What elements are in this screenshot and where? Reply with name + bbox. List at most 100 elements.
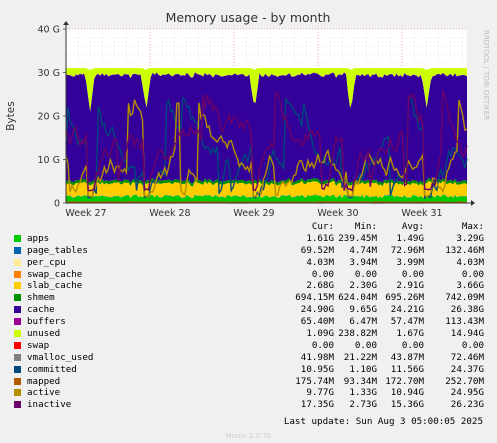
line-active <box>65 99 468 199</box>
x-tick-label: Week 27 <box>65 208 106 219</box>
legend-swatch <box>14 306 21 314</box>
legend-avg: 15.36G <box>390 399 424 411</box>
legend-row-swap: swap 0.00 0.00 0.00 0.00 <box>14 340 484 352</box>
legend-avg: 1.67G <box>396 328 424 340</box>
line-mapped <box>65 201 468 204</box>
legend-max: 0.00 <box>461 339 484 351</box>
legend-avg: 72.96M <box>390 244 424 256</box>
legend-max: 742.09M <box>445 292 484 304</box>
legend-min: 238.82M <box>338 328 377 340</box>
legend-name: vmalloc_used <box>27 351 94 363</box>
x-tick-label: Week 28 <box>149 208 190 219</box>
legend-avg: 57.47M <box>390 316 424 328</box>
legend-row-page-tables: page_tables 69.52M 4.74M 72.96M 132.46M <box>14 245 484 257</box>
line-committed <box>65 96 468 200</box>
legend-swatch <box>14 389 21 397</box>
legend-row-slab-cache: slab_cache 2.68G 2.30G 2.91G 3.66G <box>14 280 484 292</box>
legend-avg: 11.56G <box>390 363 424 375</box>
legend-swatch <box>14 294 21 302</box>
legend-header-max: Max: <box>461 221 484 232</box>
legend-min: 0.00 <box>354 339 377 351</box>
legend-swatch <box>14 234 21 242</box>
legend-name: committed <box>27 363 77 375</box>
legend-min: 2.30G <box>349 280 377 292</box>
legend-swatch <box>14 353 21 361</box>
legend-swatch <box>14 258 21 266</box>
legend-cur: 41.98M <box>300 351 334 363</box>
legend-avg: 2.91G <box>396 280 424 292</box>
legend-min: 239.45M <box>338 232 377 244</box>
munin-version: Munin 2.0.76 <box>225 432 272 440</box>
area-page-tables <box>66 194 467 199</box>
legend-header-avg: Avg: <box>401 221 424 232</box>
legend-avg: 0.00 <box>401 268 424 280</box>
legend-max: 26.23G <box>450 399 484 411</box>
y-tick-label: 0 <box>54 199 60 210</box>
legend-avg: 1.49G <box>396 232 424 244</box>
legend-max: 0.00 <box>461 268 484 280</box>
legend-name: page_tables <box>27 244 88 256</box>
legend-name: inactive <box>27 399 72 411</box>
legend-min: 4.74M <box>349 244 377 256</box>
legend-max: 24.37G <box>450 363 484 375</box>
legend-row-committed: committed 10.95G 1.10G 11.56G 24.37G <box>14 364 484 376</box>
legend-avg: 43.87M <box>390 351 424 363</box>
legend-row-mapped: mapped 175.74M 93.34M 172.70M 252.70M <box>14 376 484 388</box>
y-tick-label: 20 G <box>38 112 60 123</box>
legend-swatch <box>14 282 21 290</box>
legend-cur: 65.40M <box>300 316 334 328</box>
legend-swatch <box>14 246 21 254</box>
legend-row-per-cpu: per_cpu 4.03M 3.94M 3.99M 4.03M <box>14 257 484 269</box>
legend-min: 1.33G <box>349 387 377 399</box>
legend-swatch <box>14 377 21 385</box>
area-slab-cache <box>66 180 467 198</box>
legend-cur: 2.68G <box>306 280 334 292</box>
legend-cur: 4.03M <box>306 256 334 268</box>
legend-name: active <box>27 387 61 399</box>
legend-row-unused: unused 1.09G 238.82M 1.67G 14.94G <box>14 328 484 340</box>
legend-min: 2.73G <box>349 399 377 411</box>
legend-name: shmem <box>27 292 55 304</box>
legend-min: 6.47M <box>349 316 377 328</box>
legend-row-vmalloc-used: vmalloc_used 41.98M 21.22M 43.87M 72.46M <box>14 352 484 364</box>
legend-swatch <box>14 330 21 338</box>
legend-max: 26.38G <box>450 304 484 316</box>
legend-name: swap_cache <box>27 268 83 280</box>
legend-max: 3.29G <box>456 232 484 244</box>
legend-row-cache: cache 24.90G 9.65G 24.21G 26.38G <box>14 304 484 316</box>
area-unused <box>66 68 467 112</box>
legend-avg: 24.21G <box>390 304 424 316</box>
legend-max: 132.46M <box>445 244 484 256</box>
legend-cur: 69.52M <box>300 244 334 256</box>
x-tick-label: Week 29 <box>233 208 274 219</box>
legend-name: mapped <box>27 375 61 387</box>
legend-swatch <box>14 270 21 278</box>
legend-avg: 0.00 <box>401 339 424 351</box>
legend-header-cur: Cur: <box>311 221 334 232</box>
legend-min: 93.34M <box>343 375 377 387</box>
legend-name: apps <box>27 232 50 244</box>
rrdtool-watermark: RRDTOOL / TOBI OETIKER <box>482 30 490 120</box>
last-update-text: Last update: Sun Aug 3 05:00:05 2025 <box>283 416 483 427</box>
legend-min: 3.94M <box>349 256 377 268</box>
legend-row-active: active 9.77G 1.33G 10.94G 24.95G <box>14 387 484 399</box>
legend-swatch <box>14 365 21 373</box>
legend-cur: 24.90G <box>300 304 334 316</box>
legend-max: 3.66G <box>456 280 484 292</box>
legend-header: Cur: Min: Avg: Max: <box>14 221 484 233</box>
legend-name: slab_cache <box>27 280 83 292</box>
legend-cur: 17.35G <box>300 399 334 411</box>
legend-cur: 1.61G <box>306 232 334 244</box>
y-tick-label: 10 G <box>38 155 60 166</box>
legend-max: 113.43M <box>445 316 484 328</box>
y-axis-label: Bytes <box>5 101 17 130</box>
legend-cur: 0.00 <box>311 339 334 351</box>
legend-row-buffers: buffers 65.40M 6.47M 57.47M 113.43M <box>14 316 484 328</box>
legend-cur: 9.77G <box>306 387 334 399</box>
legend-max: 14.94G <box>450 328 484 340</box>
legend-row-inactive: inactive 17.35G 2.73G 15.36G 26.23G <box>14 399 484 411</box>
legend-max: 72.46M <box>450 351 484 363</box>
legend-name: swap <box>27 339 50 351</box>
legend-row-apps: apps 1.61G 239.45M 1.49G 3.29G <box>14 233 484 245</box>
